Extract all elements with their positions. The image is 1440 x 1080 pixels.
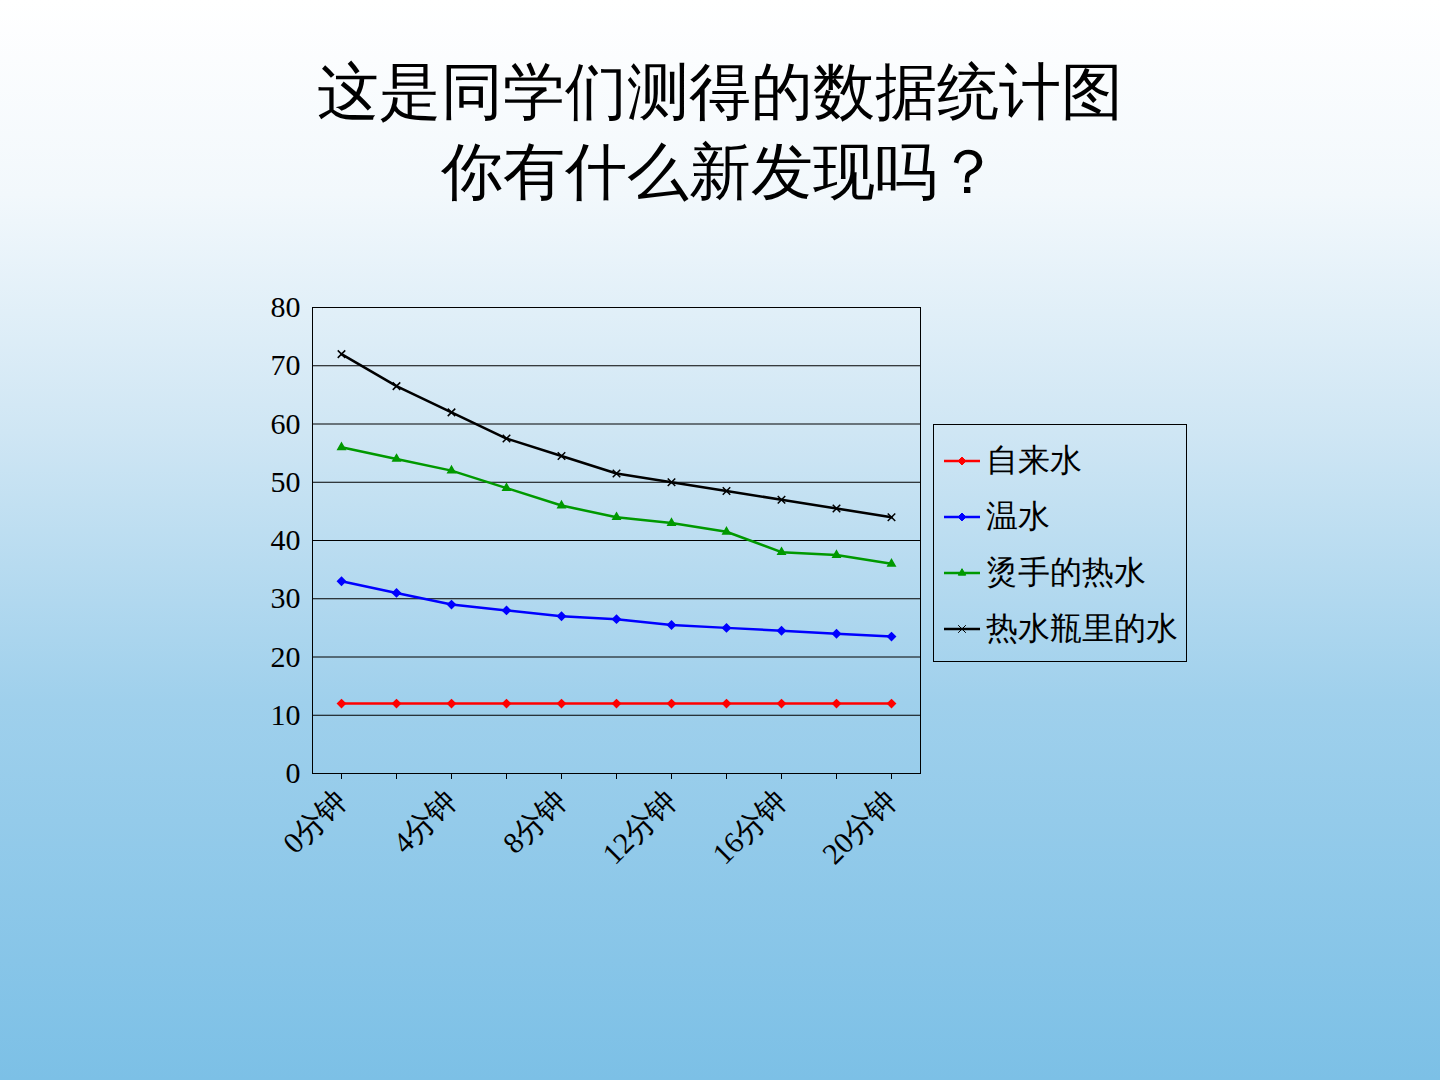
html-text:温水: 温水: [986, 498, 1050, 534]
svg-text:30: 30: [271, 581, 301, 614]
svg-text:0: 0: [286, 756, 301, 789]
svg-text:40: 40: [271, 523, 301, 556]
html-text:你有什么新发现吗？: 你有什么新发现吗？: [441, 135, 999, 208]
html-text:这是同学们测得的数据统计图: 这是同学们测得的数据统计图: [317, 55, 1123, 128]
svg-text:16分钟: 16分钟: [706, 783, 793, 870]
svg-text:70: 70: [271, 348, 301, 381]
html-text:烫手的热水: 烫手的热水: [986, 554, 1146, 590]
html-text:热水瓶里的水: 热水瓶里的水: [986, 610, 1178, 646]
svg-text:0分钟: 0分钟: [276, 783, 352, 859]
svg-text:50: 50: [271, 465, 301, 498]
svg-text:80: 80: [271, 290, 301, 323]
svg-text:10: 10: [271, 698, 301, 731]
svg-text:4分钟: 4分钟: [386, 783, 462, 859]
svg-text:20分钟: 20分钟: [816, 783, 903, 870]
svg-text:20: 20: [271, 640, 301, 673]
svg-text:60: 60: [271, 407, 301, 440]
svg-text:8分钟: 8分钟: [496, 783, 572, 859]
html-text:自来水: 自来水: [986, 442, 1082, 478]
svg-text:12分钟: 12分钟: [596, 783, 683, 870]
